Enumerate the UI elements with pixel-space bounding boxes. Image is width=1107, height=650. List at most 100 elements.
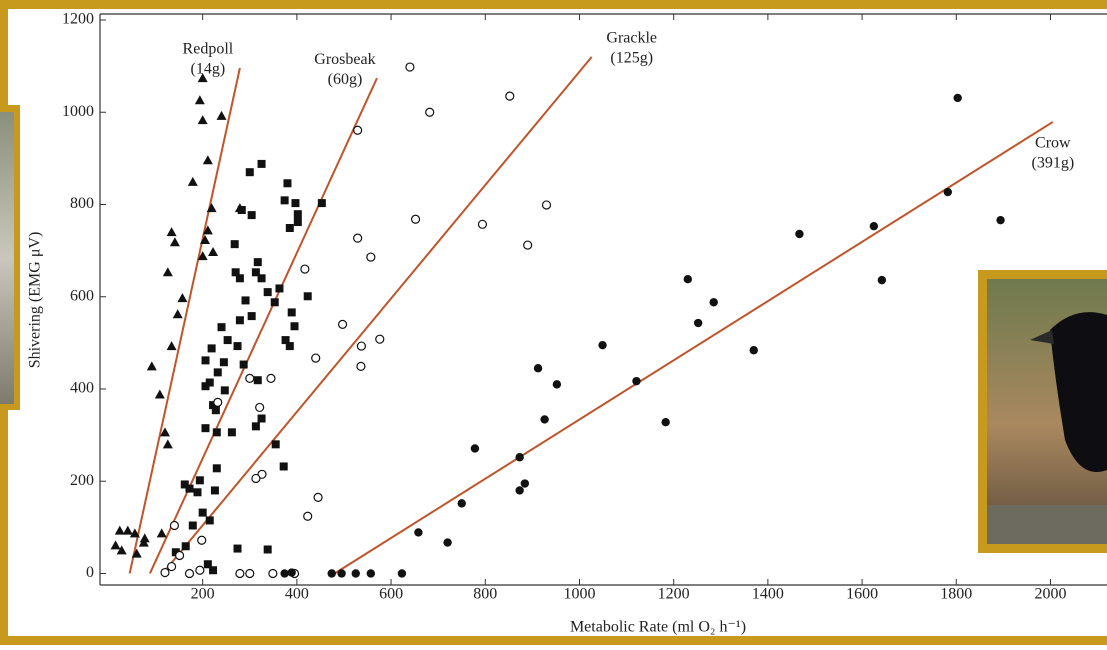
square-point bbox=[253, 258, 262, 267]
triangle-point bbox=[162, 439, 173, 449]
square-point bbox=[287, 308, 296, 317]
square-point bbox=[317, 199, 326, 208]
triangle-point bbox=[206, 203, 217, 213]
square-point bbox=[233, 544, 242, 553]
square-point bbox=[291, 199, 300, 208]
dot-point bbox=[869, 221, 879, 231]
crow-beak bbox=[1030, 330, 1054, 344]
fit-line bbox=[334, 121, 1054, 575]
square-point bbox=[227, 428, 236, 437]
dot-point bbox=[520, 479, 530, 488]
triangle-point bbox=[162, 267, 173, 277]
square-point bbox=[180, 480, 189, 489]
triangle-point bbox=[202, 155, 213, 165]
dot-point bbox=[327, 569, 336, 578]
circle-point bbox=[311, 353, 321, 363]
dot-point bbox=[877, 275, 887, 285]
square-point bbox=[195, 476, 204, 485]
square-point bbox=[230, 240, 239, 249]
square-point bbox=[280, 196, 289, 205]
y-tick-label: 1000 bbox=[62, 103, 94, 120]
square-point bbox=[198, 508, 207, 517]
y-tick-label: 800 bbox=[70, 195, 94, 212]
x-tick-label: 1800 bbox=[940, 586, 972, 603]
circle-point bbox=[197, 535, 207, 545]
triangle-point bbox=[138, 537, 149, 547]
circle-point bbox=[375, 334, 385, 344]
x-axis-label: Metabolic Rate (ml O₂ h⁻¹) bbox=[570, 619, 746, 636]
x-tick-label: 1200 bbox=[658, 586, 690, 603]
square-point bbox=[209, 401, 218, 410]
circle-point bbox=[235, 568, 245, 579]
square-point bbox=[293, 218, 302, 227]
triangle-point bbox=[169, 237, 180, 247]
dot-point bbox=[351, 569, 360, 578]
line-label: Grosbeak bbox=[314, 51, 375, 68]
fit-line bbox=[128, 67, 241, 574]
dot-point bbox=[996, 215, 1005, 225]
circle-point bbox=[366, 252, 376, 262]
dot-point bbox=[280, 569, 289, 578]
circle-point bbox=[353, 125, 363, 135]
dot-point bbox=[683, 275, 693, 284]
square-point bbox=[220, 386, 229, 395]
line-label-mass: (391g) bbox=[1032, 155, 1075, 172]
triangle-point bbox=[197, 73, 208, 83]
line-label-mass: (14g) bbox=[191, 61, 226, 78]
y-tick-label: 400 bbox=[70, 380, 94, 397]
square-point bbox=[257, 274, 266, 283]
square-point bbox=[231, 268, 240, 277]
square-point bbox=[205, 516, 214, 525]
dot-point bbox=[533, 364, 543, 373]
x-tick-label: 1000 bbox=[563, 586, 595, 603]
square-point bbox=[201, 382, 210, 391]
circle-point bbox=[353, 233, 363, 243]
frame-top bbox=[0, 0, 1107, 9]
square-point bbox=[251, 422, 260, 431]
line-label: Grackle bbox=[606, 30, 657, 47]
triangle-point bbox=[216, 110, 227, 120]
triangle-point bbox=[166, 341, 177, 351]
square-point bbox=[245, 168, 254, 177]
y-tick-label: 200 bbox=[70, 472, 94, 489]
dot-point bbox=[366, 569, 376, 578]
square-point bbox=[263, 288, 272, 297]
circle-point bbox=[213, 397, 223, 407]
frame-bottom bbox=[0, 636, 1107, 645]
line-label: Crow bbox=[1035, 135, 1071, 152]
square-point bbox=[303, 292, 312, 301]
square-point bbox=[275, 284, 284, 293]
triangle-point bbox=[131, 548, 142, 558]
square-point bbox=[251, 268, 260, 277]
square-point bbox=[241, 296, 250, 305]
circle-point bbox=[268, 568, 278, 579]
triangle-point bbox=[114, 525, 125, 535]
square-point bbox=[237, 206, 246, 215]
square-point bbox=[219, 358, 228, 367]
square-point bbox=[293, 210, 302, 219]
square-point bbox=[263, 545, 272, 554]
dot-point bbox=[515, 486, 524, 495]
dot-point bbox=[540, 415, 549, 424]
triangle-point bbox=[139, 533, 150, 543]
square-point bbox=[290, 322, 299, 331]
triangle-point bbox=[208, 246, 219, 256]
square-point bbox=[253, 376, 262, 385]
triangle-point bbox=[187, 176, 198, 186]
crow-silhouette bbox=[1050, 312, 1107, 472]
dot-point bbox=[709, 298, 718, 307]
y-axis-label: Shivering (EMG μV) bbox=[27, 232, 44, 369]
square-point bbox=[193, 488, 202, 497]
square-point bbox=[257, 159, 266, 168]
square-point bbox=[205, 378, 214, 387]
square-point bbox=[188, 521, 197, 530]
square-point bbox=[285, 224, 294, 233]
square-point bbox=[210, 486, 219, 495]
square-point bbox=[223, 336, 232, 345]
square-point bbox=[285, 342, 294, 351]
square-point bbox=[233, 342, 242, 351]
x-tick-label: 2000 bbox=[1034, 586, 1066, 603]
dot-point bbox=[457, 499, 466, 508]
x-tick-label: 200 bbox=[191, 586, 215, 603]
